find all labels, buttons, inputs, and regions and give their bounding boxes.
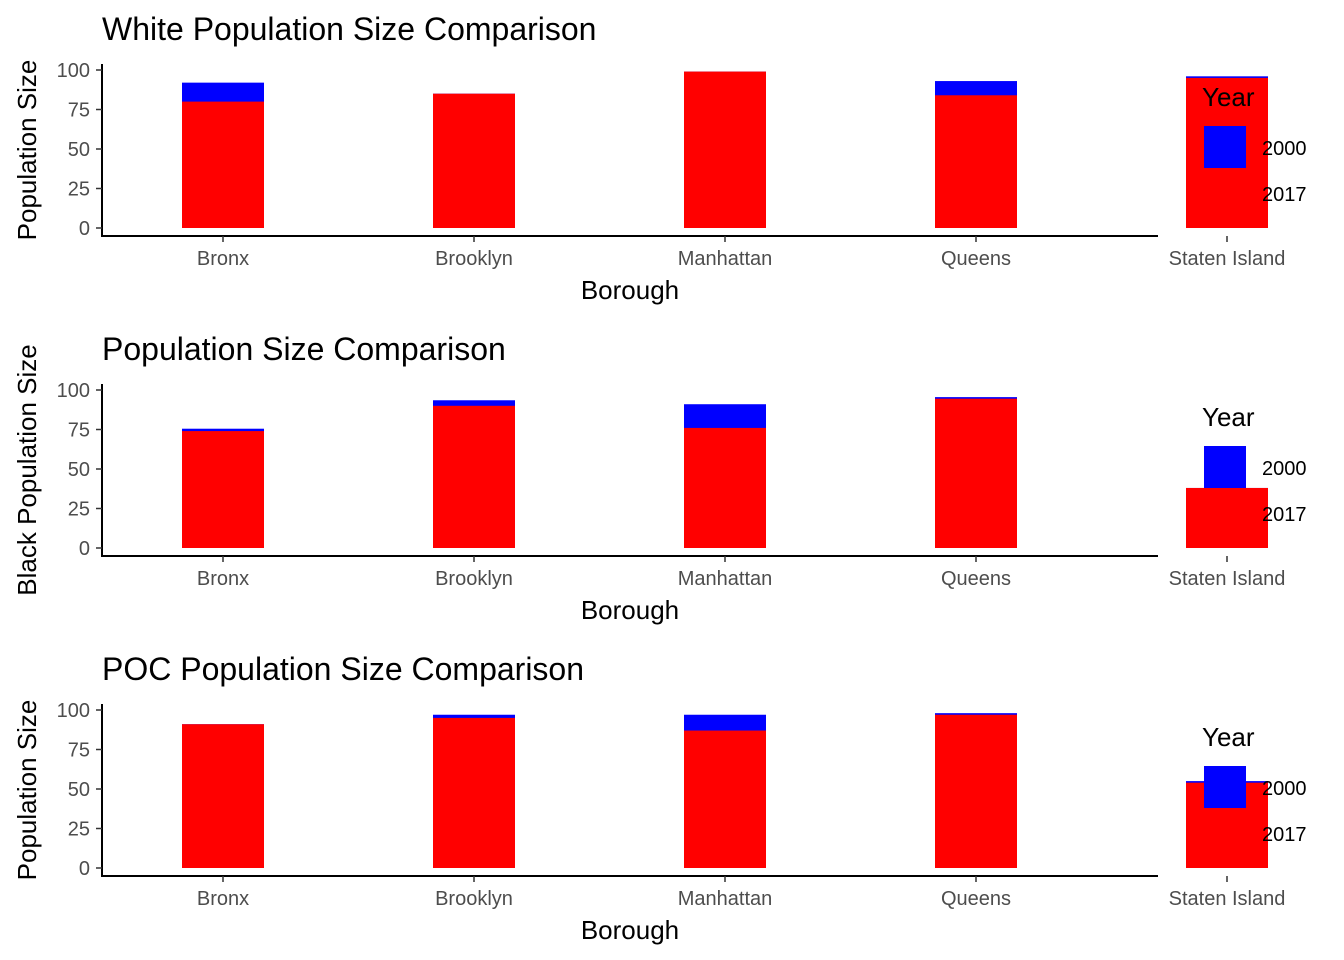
x-tick-label: Manhattan [678,248,773,270]
bar-2017-manhattan [684,730,766,868]
bar-2017-bronx [182,724,264,868]
x-tick-label: Queens [941,568,1011,590]
bar-2017-brooklyn [433,405,515,548]
x-tick-label: Brooklyn [435,248,513,270]
legend-title: Year [1202,82,1255,112]
x-tick-label: Queens [941,888,1011,910]
legend: Year 2000 2017 [1202,402,1307,534]
y-tick-label: 25 [68,499,90,521]
y-tick-label: 100 [57,700,90,722]
chart-title: Population Size Comparison [102,331,506,367]
x-axis-label: Borough [581,595,679,625]
y-tick-label: 50 [68,779,90,801]
y-tick-label: 50 [68,459,90,481]
legend-key-2017 [1204,492,1246,534]
bar-2017-bronx [182,101,264,228]
y-axis-label: Black Population Size [12,344,42,595]
x-tick-label: Bronx [197,568,249,590]
chart-title: White Population Size Comparison [102,11,596,47]
bar-2017-queens [935,95,1017,228]
bar-2017-brooklyn [433,717,515,868]
x-tick-label: Staten Island [1169,888,1286,910]
y-tick-label: 75 [68,100,90,122]
bar-2017-manhattan [684,427,766,548]
y-tick-label: 0 [79,218,90,240]
x-tick-label: Bronx [197,888,249,910]
x-tick-label: Manhattan [678,568,773,590]
y-tick-label: 0 [79,858,90,880]
legend-key-2000 [1204,446,1246,488]
y-tick-label: 100 [57,380,90,402]
legend: Year 2000 2017 [1202,722,1307,854]
x-tick-label: Brooklyn [435,568,513,590]
x-tick-label: Staten Island [1169,568,1286,590]
legend-label-2017: 2017 [1262,824,1307,846]
x-axis-label: Borough [581,915,679,945]
y-tick-label: 50 [68,139,90,161]
bar-2017-brooklyn [433,93,515,228]
legend-key-2000 [1204,126,1246,168]
chart-panel-1: White Population Size Comparison Populati… [12,11,1307,305]
legend-key-2017 [1204,172,1246,214]
legend: Year 2000 2017 [1202,82,1307,214]
y-tick-label: 75 [68,740,90,762]
legend-label-2017: 2017 [1262,504,1307,526]
y-tick-label: 25 [68,819,90,841]
x-tick-label: Staten Island [1169,248,1286,270]
legend-label-2017: 2017 [1262,184,1307,206]
bar-2017-queens [935,398,1017,548]
legend-label-2000: 2000 [1262,138,1307,160]
legend-key-2000 [1204,766,1246,808]
bar-2017-bronx [182,431,264,548]
legend-key-2017 [1204,812,1246,854]
bar-2017-queens [935,714,1017,868]
chart-title: POC Population Size Comparison [102,651,584,687]
legend-title: Year [1202,402,1255,432]
y-tick-label: 25 [68,179,90,201]
chart-panel-3: POC Population Size Comparison Population… [12,651,1307,945]
x-tick-label: Bronx [197,248,249,270]
legend-title: Year [1202,722,1255,752]
chart-panel-2: Population Size Comparison Black Populati… [12,331,1307,625]
y-axis-label: Population Size [12,700,42,881]
bar-2017-manhattan [684,71,766,228]
x-axis-label: Borough [581,275,679,305]
x-tick-label: Queens [941,248,1011,270]
x-tick-label: Brooklyn [435,888,513,910]
x-tick-label: Manhattan [678,888,773,910]
y-axis-label: Population Size [12,60,42,241]
y-tick-label: 100 [57,60,90,82]
y-tick-label: 75 [68,420,90,442]
legend-label-2000: 2000 [1262,778,1307,800]
legend-label-2000: 2000 [1262,458,1307,480]
y-tick-label: 0 [79,538,90,560]
